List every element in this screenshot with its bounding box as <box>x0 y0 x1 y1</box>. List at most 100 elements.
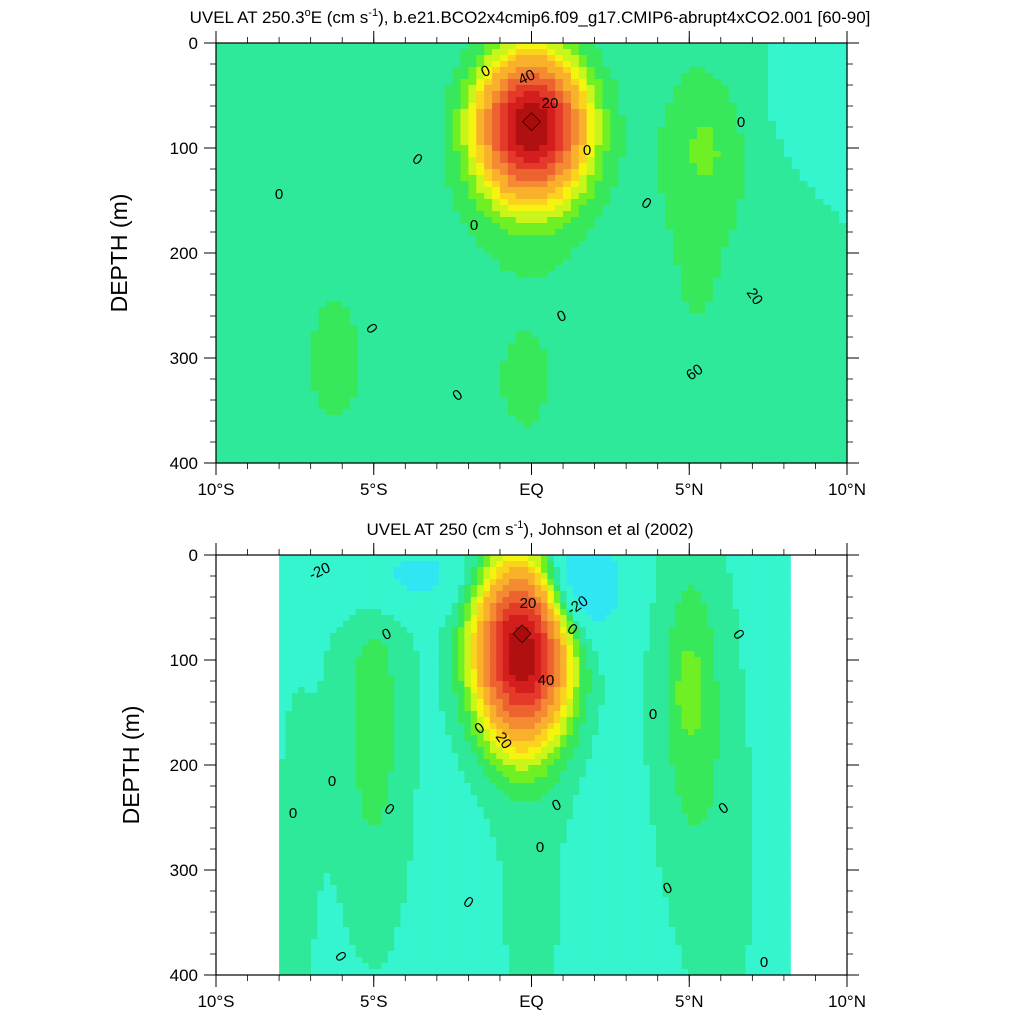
field-cell <box>452 379 462 386</box>
field-cell <box>681 445 690 452</box>
field-cell <box>286 211 296 218</box>
field-cell <box>397 337 406 344</box>
field-cell <box>460 91 469 98</box>
field-cell <box>578 313 588 320</box>
field-cell <box>705 415 714 422</box>
field-cell <box>547 145 556 152</box>
field-cell <box>720 235 730 242</box>
field-cell <box>405 409 414 416</box>
field-cell <box>255 307 264 314</box>
field-cell <box>492 445 501 452</box>
field-cell <box>279 133 288 140</box>
field-cell <box>350 181 359 188</box>
field-cell <box>350 385 359 392</box>
field-cell <box>216 409 225 416</box>
field-cell <box>223 457 233 464</box>
field-cell <box>649 121 659 128</box>
field-cell <box>413 361 422 368</box>
field-cell <box>397 271 406 278</box>
field-cell <box>610 103 619 110</box>
field-cell <box>389 73 399 80</box>
field-cell <box>397 427 406 434</box>
field-cell <box>373 109 383 116</box>
field-cell <box>342 457 351 464</box>
field-cell <box>263 169 272 176</box>
field-cell <box>365 103 375 110</box>
field-cell <box>310 235 320 242</box>
field-cell <box>342 409 351 416</box>
field-cell <box>752 61 761 68</box>
field-cell <box>673 127 682 134</box>
field-cell <box>697 277 706 284</box>
field-cell <box>634 373 643 380</box>
field-cell <box>736 265 746 272</box>
field-cell <box>602 445 611 452</box>
field-cell <box>736 121 746 128</box>
field-cell <box>413 67 422 74</box>
field-cell <box>484 445 493 452</box>
field-cell <box>271 55 280 62</box>
field-cell <box>681 103 690 110</box>
field-cell <box>436 67 446 74</box>
field-cell <box>697 187 706 194</box>
field-cell <box>712 259 722 266</box>
field-cell <box>578 229 588 236</box>
field-cell <box>681 337 690 344</box>
field-cell <box>728 181 738 188</box>
field-cell <box>728 325 738 332</box>
field-cell <box>279 301 288 308</box>
field-cell <box>294 103 304 110</box>
field-cell <box>357 115 367 122</box>
field-cell <box>618 403 627 410</box>
field-cell <box>326 151 335 158</box>
field-cell <box>405 235 414 242</box>
field-cell <box>555 427 564 434</box>
field-cell <box>286 301 296 308</box>
field-cell <box>326 325 335 332</box>
field-cell <box>428 91 438 98</box>
field-cell <box>357 109 367 116</box>
field-cell <box>657 109 667 116</box>
field-cell <box>389 211 399 218</box>
field-cell <box>507 433 517 440</box>
field-cell <box>547 295 556 302</box>
field-cell <box>539 79 548 86</box>
field-cell <box>444 259 454 266</box>
field-cell <box>255 139 264 146</box>
field-cell <box>499 313 509 320</box>
field-cell <box>626 271 635 278</box>
field-cell <box>578 181 588 188</box>
field-cell <box>720 301 730 308</box>
field-cell <box>373 295 383 302</box>
field-cell <box>460 229 469 236</box>
field-cell <box>728 73 738 80</box>
field-cell <box>610 49 619 56</box>
field-cell <box>421 223 430 230</box>
field-cell <box>444 313 454 320</box>
field-cell <box>231 109 241 116</box>
field-cell <box>752 109 761 116</box>
field-cell <box>602 313 611 320</box>
field-cell <box>697 103 706 110</box>
field-cell <box>673 259 682 266</box>
field-cell <box>223 223 233 230</box>
field-cell <box>681 361 690 368</box>
field-cell <box>665 55 675 62</box>
field-cell <box>231 385 241 392</box>
field-cell <box>760 223 769 230</box>
field-cell <box>357 151 367 158</box>
field-cell <box>318 397 328 404</box>
field-cell <box>649 295 659 302</box>
field-cell <box>484 229 493 236</box>
field-cell <box>728 235 738 242</box>
field-cell <box>515 169 525 176</box>
field-cell <box>350 259 359 266</box>
field-cell <box>342 121 351 128</box>
field-cell <box>365 49 375 56</box>
field-cell <box>286 283 296 290</box>
field-cell <box>555 217 564 224</box>
field-cell <box>231 439 241 446</box>
field-cell <box>334 235 343 242</box>
field-cell <box>563 373 572 380</box>
field-cell <box>365 241 375 248</box>
